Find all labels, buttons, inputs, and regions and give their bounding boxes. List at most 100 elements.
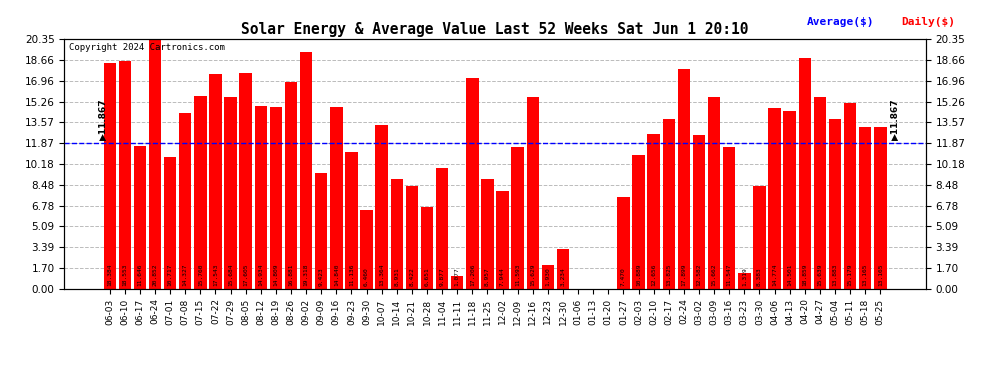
Bar bbox=[119, 62, 131, 289]
Bar bbox=[693, 135, 705, 289]
Bar bbox=[662, 119, 675, 289]
Bar bbox=[451, 276, 463, 289]
Bar bbox=[375, 125, 388, 289]
Text: 18.384: 18.384 bbox=[107, 264, 112, 286]
Bar bbox=[556, 249, 569, 289]
Text: 9.877: 9.877 bbox=[440, 267, 445, 286]
Bar bbox=[315, 173, 328, 289]
Text: 14.774: 14.774 bbox=[772, 264, 777, 286]
Text: 14.840: 14.840 bbox=[334, 264, 339, 286]
Bar bbox=[466, 78, 478, 289]
Text: ▶11.867: ▶11.867 bbox=[891, 98, 900, 140]
Text: Daily($): Daily($) bbox=[901, 17, 955, 27]
Text: 14.934: 14.934 bbox=[258, 264, 263, 286]
Bar bbox=[104, 63, 116, 289]
Text: 18.859: 18.859 bbox=[802, 264, 807, 286]
Bar bbox=[254, 106, 267, 289]
Bar bbox=[768, 108, 781, 289]
Text: 7.944: 7.944 bbox=[500, 267, 505, 286]
Text: 3.234: 3.234 bbox=[560, 267, 565, 286]
Text: 9.423: 9.423 bbox=[319, 267, 324, 286]
Text: 12.582: 12.582 bbox=[697, 264, 702, 286]
Text: 17.206: 17.206 bbox=[470, 264, 475, 286]
Bar bbox=[406, 186, 418, 289]
Title: Solar Energy & Average Value Last 52 Weeks Sat Jun 1 20:10: Solar Energy & Average Value Last 52 Wee… bbox=[242, 22, 748, 37]
Text: 15.629: 15.629 bbox=[531, 264, 536, 286]
Text: 11.646: 11.646 bbox=[138, 264, 143, 286]
Text: 8.422: 8.422 bbox=[410, 267, 415, 286]
Bar bbox=[481, 179, 494, 289]
Bar bbox=[843, 103, 856, 289]
Bar bbox=[391, 179, 403, 289]
Bar bbox=[708, 97, 721, 289]
Bar bbox=[285, 82, 297, 289]
Bar bbox=[633, 155, 644, 289]
Text: 8.383: 8.383 bbox=[757, 267, 762, 286]
Text: 14.327: 14.327 bbox=[183, 264, 188, 286]
Bar bbox=[330, 107, 343, 289]
Bar bbox=[723, 147, 736, 289]
Bar bbox=[179, 113, 191, 289]
Text: 14.501: 14.501 bbox=[787, 264, 792, 286]
Text: 15.639: 15.639 bbox=[818, 264, 823, 286]
Text: 10.717: 10.717 bbox=[167, 264, 172, 286]
Text: 1.930: 1.930 bbox=[545, 267, 550, 286]
Text: 13.165: 13.165 bbox=[862, 264, 867, 286]
Bar bbox=[829, 118, 842, 289]
Bar bbox=[421, 207, 434, 289]
Text: 15.684: 15.684 bbox=[228, 264, 233, 286]
Bar bbox=[148, 33, 161, 289]
Text: 1.319: 1.319 bbox=[742, 267, 746, 286]
Text: 12.656: 12.656 bbox=[651, 264, 656, 286]
Bar bbox=[542, 265, 554, 289]
Text: 7.470: 7.470 bbox=[621, 267, 626, 286]
Text: ▶11.867: ▶11.867 bbox=[99, 98, 108, 140]
Bar bbox=[164, 158, 176, 289]
Text: 14.809: 14.809 bbox=[273, 264, 278, 286]
Text: 6.651: 6.651 bbox=[425, 267, 430, 286]
Bar bbox=[783, 111, 796, 289]
Bar bbox=[346, 152, 357, 289]
Bar bbox=[194, 96, 207, 289]
Text: 13.883: 13.883 bbox=[833, 264, 838, 286]
Bar bbox=[859, 128, 871, 289]
Bar bbox=[617, 197, 630, 289]
Text: 20.852: 20.852 bbox=[152, 264, 157, 286]
Text: 8.931: 8.931 bbox=[394, 267, 399, 286]
Bar bbox=[753, 186, 765, 289]
Bar bbox=[209, 74, 222, 289]
Bar bbox=[512, 147, 524, 289]
Bar bbox=[436, 168, 448, 289]
Text: 17.899: 17.899 bbox=[681, 264, 686, 286]
Text: 17.543: 17.543 bbox=[213, 264, 218, 286]
Text: 17.605: 17.605 bbox=[244, 264, 248, 286]
Bar bbox=[134, 146, 147, 289]
Text: 13.364: 13.364 bbox=[379, 264, 384, 286]
Text: 1.077: 1.077 bbox=[454, 267, 459, 286]
Bar bbox=[647, 134, 660, 289]
Text: 18.553: 18.553 bbox=[123, 264, 128, 286]
Bar bbox=[300, 52, 312, 289]
Text: 11.593: 11.593 bbox=[515, 264, 520, 286]
Bar bbox=[814, 97, 826, 289]
Text: 11.136: 11.136 bbox=[348, 264, 354, 286]
Bar bbox=[360, 210, 373, 289]
Bar bbox=[527, 97, 539, 289]
Text: 16.881: 16.881 bbox=[288, 264, 293, 286]
Text: 15.760: 15.760 bbox=[198, 264, 203, 286]
Bar bbox=[874, 128, 886, 289]
Text: Copyright 2024 Cartronics.com: Copyright 2024 Cartronics.com bbox=[68, 43, 225, 52]
Text: 13.825: 13.825 bbox=[666, 264, 671, 286]
Text: 10.889: 10.889 bbox=[636, 264, 642, 286]
Bar bbox=[496, 191, 509, 289]
Text: 11.547: 11.547 bbox=[727, 264, 732, 286]
Bar bbox=[269, 107, 282, 289]
Text: Average($): Average($) bbox=[807, 17, 874, 27]
Bar bbox=[240, 73, 251, 289]
Text: 19.318: 19.318 bbox=[304, 264, 309, 286]
Text: 15.662: 15.662 bbox=[712, 264, 717, 286]
Text: 8.957: 8.957 bbox=[485, 267, 490, 286]
Bar bbox=[799, 58, 811, 289]
Text: 6.460: 6.460 bbox=[364, 267, 369, 286]
Bar bbox=[225, 96, 237, 289]
